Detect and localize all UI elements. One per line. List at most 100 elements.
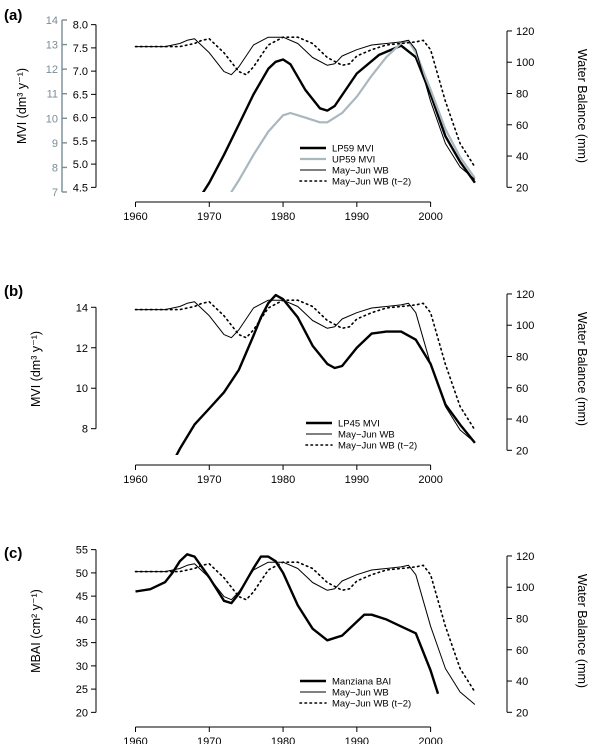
y2-tick-label: 20 — [516, 707, 528, 719]
x-tick-label: 1960 — [123, 211, 147, 223]
legend-label: Manziana BAI — [332, 677, 391, 688]
series-line-3 — [134, 561, 476, 693]
legend-label: May−Jun WB (t−2) — [332, 177, 411, 188]
y2-tick-label: 80 — [516, 613, 528, 625]
x-tick-label: 1970 — [197, 474, 221, 486]
x-tick-label: 1970 — [197, 736, 221, 744]
x-tick-label: 1960 — [123, 474, 147, 486]
y2-tick-label: 40 — [516, 151, 528, 163]
chart-panel-2: (b) 8 10 12 14 MVI (dm³ y⁻¹) 20 40 60 80 100 120 Wat… — [4, 283, 589, 486]
x-tick-label: 1980 — [271, 736, 295, 744]
series-group — [134, 293, 476, 455]
series-line-2 — [230, 39, 476, 192]
series-line-1 — [135, 553, 440, 695]
y-axis-title: MVI (dm³ y⁻¹) — [15, 68, 29, 144]
x-tick-label: 1990 — [345, 211, 369, 223]
y-tick-label: 4.5 — [73, 182, 88, 194]
y-tick-label: 55 — [76, 545, 88, 557]
x-tick-label: 1980 — [271, 211, 295, 223]
y2-tick-label: 60 — [516, 645, 528, 657]
series-line-1 — [175, 293, 476, 455]
y-axis-title: MVI (dm³ y⁻¹) — [29, 331, 43, 407]
alt-y-tick-label: 7 — [52, 187, 58, 199]
legend-label: UP59 MVI — [332, 155, 375, 166]
y-tick-label: 25 — [76, 684, 88, 696]
y2-axis-title: Water Balance (mm) — [575, 49, 589, 163]
x-tick-label: 1980 — [271, 474, 295, 486]
x-tick-label: 1960 — [123, 736, 147, 744]
x-tick-label: 2000 — [418, 211, 442, 223]
y2-tick-label: 60 — [516, 383, 528, 395]
alt-y-tick-label: 13 — [46, 40, 58, 52]
y2-tick-label: 40 — [516, 414, 528, 426]
legend-label: LP45 MVI — [338, 419, 380, 430]
y-tick-label: 50 — [76, 568, 88, 580]
y2-axis-title: Water Balance (mm) — [575, 574, 589, 688]
y2-tick-label: 60 — [516, 120, 528, 132]
y-tick-label: 14 — [76, 302, 88, 314]
legend-label: May−Jun WB (t−2) — [332, 699, 411, 710]
y-tick-label: 7.0 — [73, 66, 88, 78]
y-tick-label: 8 — [82, 424, 88, 436]
y2-tick-label: 80 — [516, 351, 528, 363]
y2-tick-label: 40 — [516, 676, 528, 688]
alt-y-tick-label: 9 — [52, 138, 58, 150]
y-tick-label: 6.0 — [73, 113, 88, 125]
x-tick-label: 2000 — [418, 736, 442, 744]
series-line-4 — [134, 36, 476, 168]
y-tick-label: 40 — [76, 614, 88, 626]
series-line-1 — [201, 44, 476, 192]
y-axis-title: MBAI (cm² y⁻¹) — [29, 589, 43, 673]
y-tick-label: 6.5 — [73, 89, 88, 101]
x-tick-label: 1990 — [345, 474, 369, 486]
legend-label: LP59 MVI — [332, 144, 374, 155]
chart-panel-3: (c) 20 25 30 35 40 45 50 55 MBAI (cm² y⁻¹) 20 40 60 8… — [4, 545, 589, 744]
y2-tick-label: 120 — [516, 551, 534, 563]
alt-y-tick-label: 10 — [46, 113, 58, 125]
panel-label: (c) — [4, 545, 22, 562]
chart-panel-1: (a) 4.5 5.0 5.5 6.0 6.5 7.0 7.5 8.0 7 8 9 10 11 12 13 14… — [4, 7, 589, 223]
alt-y-tick-label: 8 — [52, 162, 58, 174]
legend-label: May−Jun WB (t−2) — [338, 441, 417, 452]
alt-y-tick-label: 14 — [46, 15, 58, 27]
x-tick-label: 1970 — [197, 211, 221, 223]
alt-y-tick-label: 12 — [46, 64, 58, 76]
y2-tick-label: 80 — [516, 88, 528, 100]
y-tick-label: 7.5 — [73, 43, 88, 55]
series-group — [134, 553, 476, 705]
series-line-2 — [135, 561, 476, 705]
y2-tick-label: 20 — [516, 182, 528, 194]
series-line-2 — [135, 299, 476, 443]
y2-tick-label: 20 — [516, 445, 528, 457]
alt-y-tick-label: 11 — [47, 89, 58, 101]
y2-tick-label: 100 — [516, 582, 534, 594]
y-tick-label: 30 — [76, 661, 88, 673]
y-tick-label: 8.0 — [73, 20, 88, 32]
y2-tick-label: 120 — [516, 26, 534, 38]
legend-label: May−Jun WB — [332, 688, 389, 699]
y-tick-label: 5.0 — [73, 159, 88, 171]
y-tick-label: 20 — [76, 707, 88, 719]
y-tick-label: 12 — [76, 343, 88, 355]
y-tick-label: 35 — [76, 638, 88, 650]
legend-label: May−Jun WB — [332, 166, 389, 177]
y2-axis-title: Water Balance (mm) — [575, 312, 589, 426]
x-tick-label: 1990 — [345, 736, 369, 744]
panel-label: (b) — [4, 283, 23, 300]
series-line-3 — [134, 299, 476, 431]
y-tick-label: 5.5 — [73, 136, 88, 148]
y-tick-label: 10 — [76, 383, 88, 395]
y-tick-label: 45 — [76, 591, 88, 603]
series-group — [134, 36, 476, 192]
panel-label: (a) — [4, 7, 22, 24]
series-line-3 — [135, 36, 476, 180]
legend-label: May−Jun WB — [338, 430, 395, 441]
y2-tick-label: 100 — [516, 57, 534, 69]
x-tick-label: 2000 — [418, 474, 442, 486]
y2-tick-label: 100 — [516, 320, 534, 332]
y2-tick-label: 120 — [516, 289, 534, 301]
